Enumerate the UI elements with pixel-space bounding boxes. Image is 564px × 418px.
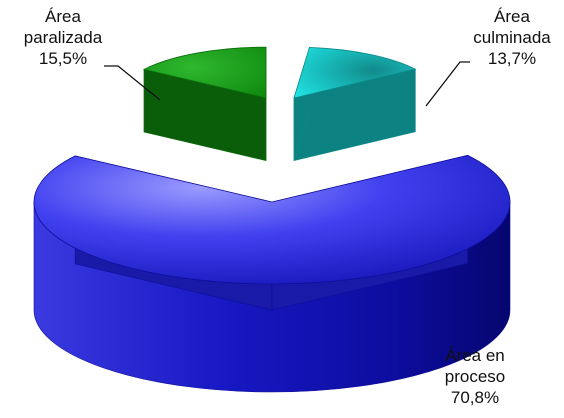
leader-line-area-culminada (425, 61, 470, 107)
slice-label-area-en-proceso: Área en proceso 70,8% (420, 345, 530, 408)
pie-slice-area-paralizada (142, 46, 267, 162)
slice-label-line: culminada (473, 28, 551, 47)
slice-percent-label: 70,8% (450, 388, 500, 407)
pie-slice-top (142, 46, 267, 99)
pie-slice-top (33, 154, 511, 285)
pie-slice-top (293, 47, 417, 99)
pie-slice-area-culminada (293, 47, 417, 162)
leader-line-area-paralizada (104, 65, 161, 101)
slice-label-area-paralizada: Área paralizada 15,5% (8, 6, 118, 69)
slice-percent-label: 13,7% (487, 49, 537, 68)
slice-label-line: Área en (445, 346, 505, 365)
slice-label-line: Área (45, 7, 81, 26)
slice-label-line: proceso (444, 367, 506, 386)
slice-label-line: Área (494, 7, 530, 26)
pie-slice-area-en-proceso (33, 154, 511, 393)
slice-label-line: paralizada (23, 28, 103, 47)
slice-label-area-culminada: Área culminada 13,7% (462, 6, 562, 69)
slice-percent-label: 15,5% (38, 49, 88, 68)
